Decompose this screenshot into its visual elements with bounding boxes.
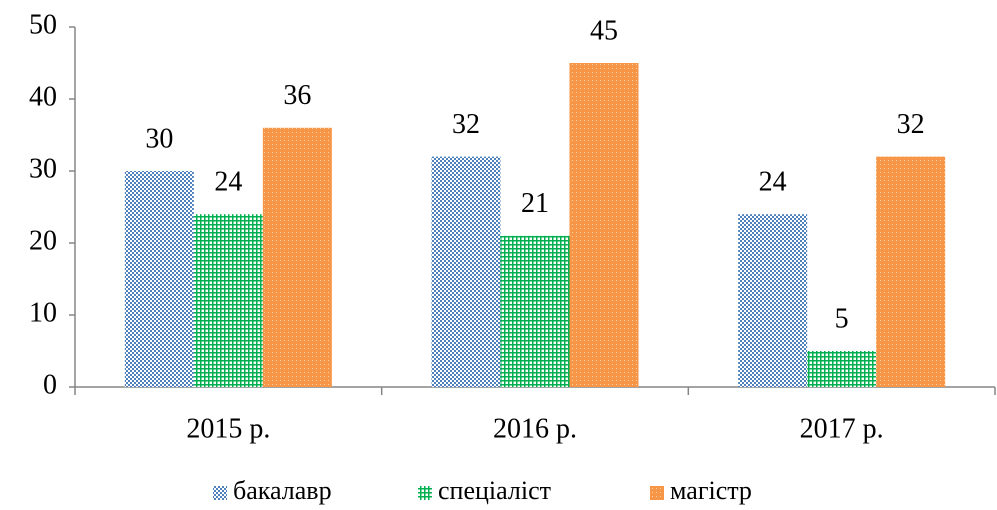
data-label: 32 <box>897 109 925 140</box>
bar <box>738 214 808 387</box>
legend-label: бакалавр <box>233 476 332 505</box>
legend-label: спеціаліст <box>438 476 551 505</box>
data-label: 24 <box>759 167 787 198</box>
bar <box>193 214 263 387</box>
y-tick-label: 0 <box>43 369 57 400</box>
y-tick-label: 20 <box>29 225 57 256</box>
data-label: 21 <box>521 188 549 219</box>
bar <box>500 235 570 387</box>
y-tick-label: 40 <box>29 81 57 112</box>
x-tick-label: 2017 р. <box>800 413 884 444</box>
legend-label: магістр <box>670 476 752 505</box>
data-label: 36 <box>283 80 311 111</box>
legend-swatch <box>650 486 664 500</box>
x-tick-label: 2016 р. <box>493 413 577 444</box>
data-label: 32 <box>452 109 480 140</box>
bar <box>262 127 332 388</box>
bar <box>807 351 877 387</box>
legend-swatch <box>418 486 432 500</box>
y-tick-label: 50 <box>29 9 57 40</box>
bar <box>431 156 501 387</box>
data-label: 24 <box>214 167 242 198</box>
data-label: 5 <box>835 303 849 334</box>
y-tick-label: 10 <box>29 297 57 328</box>
legend-swatch <box>213 486 227 500</box>
x-tick-label: 2015 р. <box>186 413 270 444</box>
data-label: 30 <box>145 123 173 154</box>
y-tick-label: 30 <box>29 153 57 184</box>
bar <box>876 156 946 387</box>
bar <box>569 63 639 387</box>
data-label: 45 <box>590 15 618 46</box>
bar <box>124 171 194 387</box>
